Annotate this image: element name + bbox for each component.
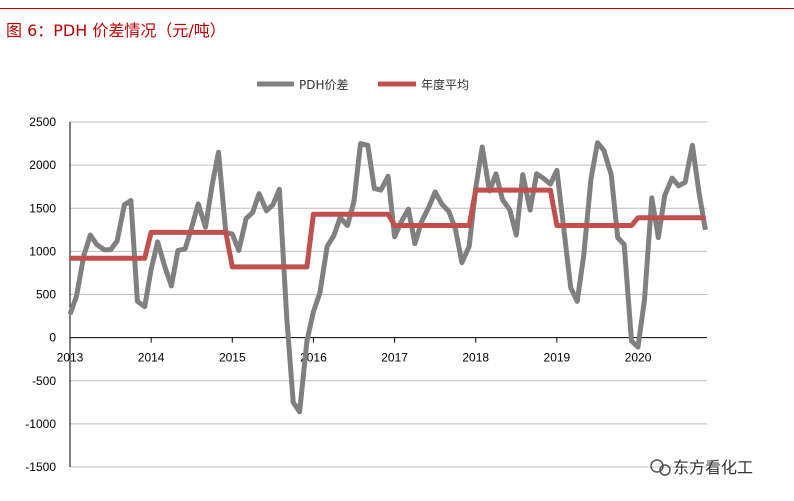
y-tick-label: 1500 — [29, 201, 56, 215]
watermark: 东方看化工 — [650, 458, 753, 477]
x-tick-label: 2018 — [462, 351, 489, 365]
y-tick-label: 500 — [36, 288, 56, 302]
series-pdh-spread-line — [67, 140, 708, 415]
legend-label: PDH价差 — [299, 78, 349, 92]
legend-label: 年度平均 — [421, 77, 469, 92]
figure-title: 图 6：PDH 价差情况（元/吨） — [6, 21, 226, 40]
y-tick-label: 0 — [49, 331, 56, 345]
y-tick-label: -500 — [32, 374, 56, 388]
x-axis: 2013 2014 2015 2016 2017 2018 2019 2020 — [57, 122, 707, 467]
series-annual-average-line — [70, 187, 706, 270]
y-tick-label: 1000 — [29, 244, 56, 258]
watermark-text: 东方看化工 — [673, 458, 753, 477]
y-tick-label: -1000 — [25, 417, 56, 431]
legend: PDH价差 年度平均 — [257, 77, 469, 92]
x-tick-label: 2017 — [381, 351, 408, 365]
x-tick-label: 2013 — [57, 351, 84, 365]
series-lines — [67, 140, 708, 415]
x-tick-label: 2015 — [219, 351, 246, 365]
x-tick-label: 2019 — [544, 351, 571, 365]
y-tick-label: 2500 — [29, 115, 56, 129]
x-tick-label: 2020 — [625, 351, 652, 365]
wechat-icon-bubble — [659, 464, 671, 476]
y-tick-label: 2000 — [29, 158, 56, 172]
x-tick-label: 2014 — [138, 351, 165, 365]
y-tick-labels: -1500 -1000 -500 0 500 1000 1500 2000 2500 — [25, 115, 56, 474]
top-rule — [0, 8, 794, 9]
y-tick-label: -1500 — [25, 460, 56, 474]
